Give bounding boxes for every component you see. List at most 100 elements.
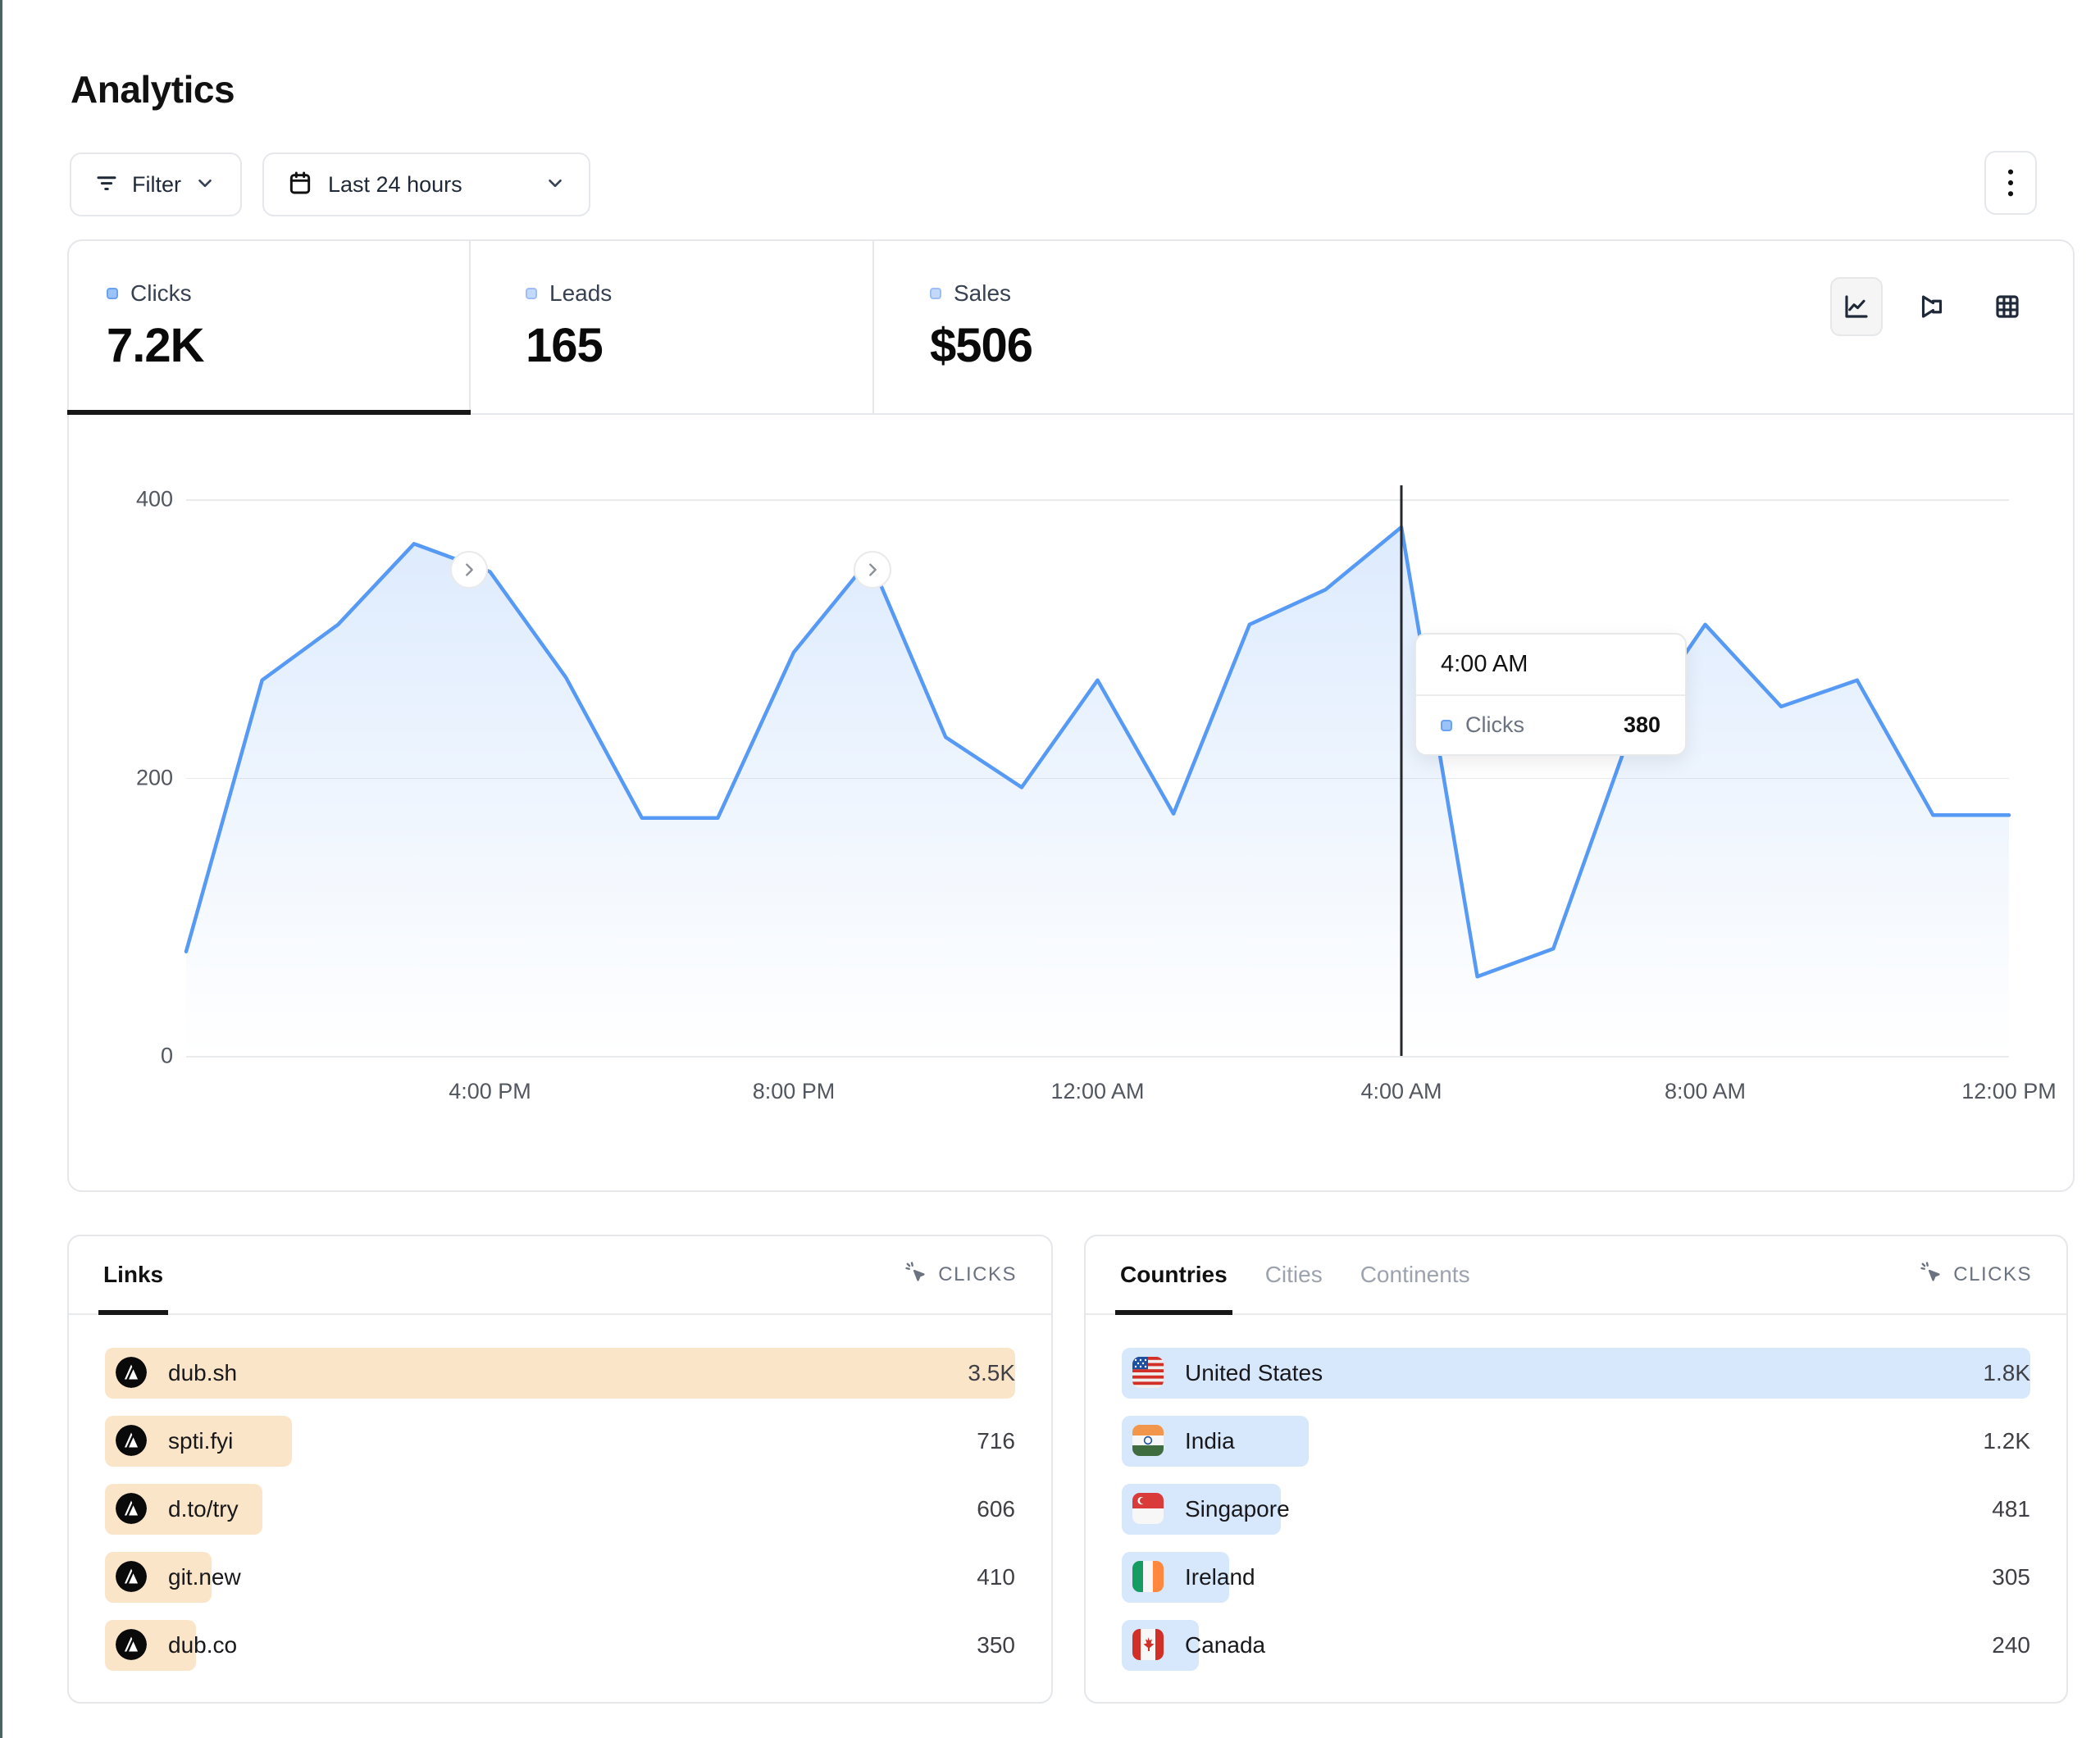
leads-legend-swatch-icon [526, 288, 537, 299]
tab-clicks[interactable]: Clicks 7.2K [107, 241, 435, 413]
date-range-label: Last 24 hours [328, 171, 462, 197]
x-axis-tick: 8:00 PM [752, 1079, 836, 1103]
y-axis-tick: 400 [135, 486, 173, 512]
row-label: dub.co [168, 1632, 238, 1658]
row-value: 716 [977, 1428, 1015, 1454]
chevron-down-icon [194, 172, 216, 198]
stat-value: 165 [526, 319, 604, 372]
page-title: Analytics [71, 68, 235, 111]
tab-sales[interactable]: Sales $506 [930, 241, 1241, 413]
clicks-legend-swatch-icon [107, 288, 118, 299]
list-item[interactable]: git.new 410 [105, 1552, 1015, 1603]
stats-bottom-border [69, 413, 2073, 415]
us-flag-icon [1132, 1357, 1165, 1390]
filter-button-label: Filter [132, 171, 181, 197]
expand-clicks-button[interactable] [450, 551, 488, 589]
ie-flag-icon [1132, 1561, 1165, 1594]
ca-flag-icon [1132, 1629, 1165, 1662]
row-value: 240 [1992, 1632, 2030, 1658]
links-metric-toggle[interactable]: CLICKS [904, 1260, 1017, 1290]
links-list: dub.sh 3.5K spti.fyi 716 d.to/try 606 git.new 4… [105, 1348, 1015, 1671]
tooltip-time-label: 4:00 AM [1416, 635, 1685, 696]
filter-button[interactable]: Filter [70, 152, 242, 216]
row-label: Canada [1185, 1632, 1266, 1658]
countries-metric-toggle[interactable]: CLICKS [1919, 1260, 2032, 1290]
stat-label: Clicks [130, 280, 192, 306]
metric-label: CLICKS [1953, 1263, 2032, 1285]
tooltip-legend-swatch-icon [1441, 719, 1452, 731]
row-value: 1.8K [1983, 1360, 2030, 1385]
more-options-button[interactable] [1984, 151, 2037, 215]
x-axis-tick: 12:00 PM [1961, 1079, 2057, 1103]
list-item[interactable]: Singapore 481 [1122, 1484, 2030, 1535]
row-label: Singapore [1185, 1496, 1290, 1522]
value-bar [105, 1348, 1015, 1399]
links-card: Links CLICKS dub.sh 3.5K spti.fyi 716 d.to/t… [67, 1235, 1053, 1704]
list-item[interactable]: dub.co 350 [105, 1620, 1015, 1671]
cursor-click-icon [904, 1260, 928, 1290]
active-stat-underline [67, 410, 471, 415]
stat-label: Leads [549, 280, 613, 306]
sg-flag-icon [1132, 1493, 1165, 1526]
value-bar [1122, 1348, 2030, 1399]
row-label: India [1185, 1428, 1235, 1454]
row-value: 3.5K [968, 1360, 1015, 1385]
list-item[interactable]: d.to/try 606 [105, 1484, 1015, 1535]
row-value: 481 [1992, 1496, 2030, 1522]
cursor-click-icon [1919, 1260, 1943, 1290]
links-card-header: Links CLICKS [69, 1236, 1051, 1315]
row-value: 305 [1992, 1564, 2030, 1590]
row-value: 606 [977, 1496, 1015, 1522]
row-label: spti.fyi [168, 1428, 234, 1454]
chevron-down-icon [544, 172, 566, 198]
tooltip-value: 380 [1623, 712, 1660, 737]
kebab-menu-icon [1998, 166, 2023, 199]
stat-label: Sales [954, 280, 1012, 306]
gridline [186, 499, 2009, 501]
y-axis-tick: 0 [160, 1043, 173, 1068]
row-label: Ireland [1185, 1564, 1255, 1590]
list-item[interactable]: Ireland 305 [1122, 1552, 2030, 1603]
metric-label: CLICKS [938, 1263, 1017, 1285]
in-flag-icon [1132, 1425, 1165, 1458]
dub-logo-icon [116, 1357, 148, 1390]
calendar-icon [287, 170, 313, 200]
table-grid-icon[interactable] [1981, 277, 2034, 336]
x-axis-tick: 8:00 AM [1664, 1079, 1747, 1103]
gridline [186, 1056, 2009, 1058]
stat-value: $506 [930, 319, 1033, 372]
row-value: 350 [977, 1632, 1015, 1658]
analytics-chart-card: Clicks 7.2K Leads 165 Sales $506 [67, 239, 2075, 1192]
chart-type-toggle [1830, 277, 2034, 336]
list-item[interactable]: United States 1.8K [1122, 1348, 2030, 1399]
list-item[interactable]: spti.fyi 716 [105, 1416, 1015, 1467]
row-label: git.new [168, 1564, 241, 1590]
clicks-line [184, 525, 2011, 979]
stat-divider [872, 241, 874, 413]
countries-list: United States 1.8K India 1.2K Singapore 481 Ir… [1122, 1348, 2030, 1671]
x-axis-tick: 4:00 PM [449, 1079, 531, 1103]
tab-countries[interactable]: Countries [1115, 1236, 1232, 1315]
stat-divider [469, 241, 471, 413]
stat-value: 7.2K [107, 319, 205, 372]
countries-card: Countries Cities Continents CLICKS Unite… [1084, 1235, 2068, 1704]
list-item[interactable]: Canada 240 [1122, 1620, 2030, 1671]
row-label: United States [1185, 1360, 1323, 1385]
list-item[interactable]: dub.sh 3.5K [105, 1348, 1015, 1399]
list-item[interactable]: India 1.2K [1122, 1416, 2030, 1467]
funnel-chart-icon[interactable] [1906, 277, 1958, 336]
expand-leads-button[interactable] [854, 551, 891, 589]
tab-links[interactable]: Links [98, 1236, 169, 1315]
tab-cities[interactable]: Cities [1264, 1262, 1323, 1287]
row-label: dub.sh [168, 1360, 238, 1385]
tooltip-series-label: Clicks [1465, 712, 1524, 737]
date-range-button[interactable]: Last 24 hours [262, 152, 590, 216]
tab-leads[interactable]: Leads 165 [526, 241, 837, 413]
area-chart-svg [184, 485, 2011, 1056]
area-fill [186, 527, 2009, 1056]
dub-logo-icon [116, 1561, 148, 1594]
y-axis-tick: 200 [135, 765, 173, 789]
line-chart-icon[interactable] [1830, 277, 1883, 336]
tab-continents[interactable]: Continents [1360, 1262, 1470, 1287]
